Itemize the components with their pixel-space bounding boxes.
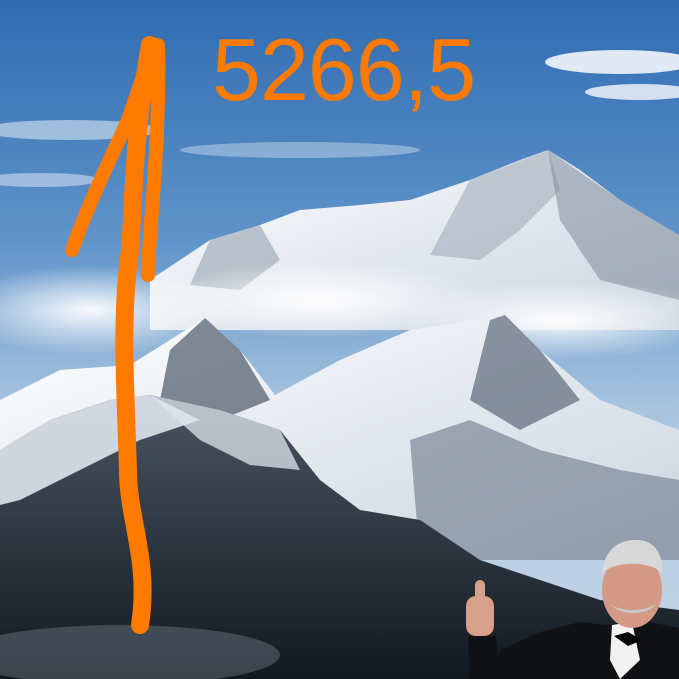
foreground-ridge: [0, 395, 679, 679]
altitude-value-text: 5266,5: [212, 20, 476, 119]
cloud-band: [0, 262, 679, 360]
thumbs-up-man: [466, 540, 679, 679]
orange-arrow: [65, 36, 166, 634]
cirrus-clouds: [0, 50, 679, 187]
